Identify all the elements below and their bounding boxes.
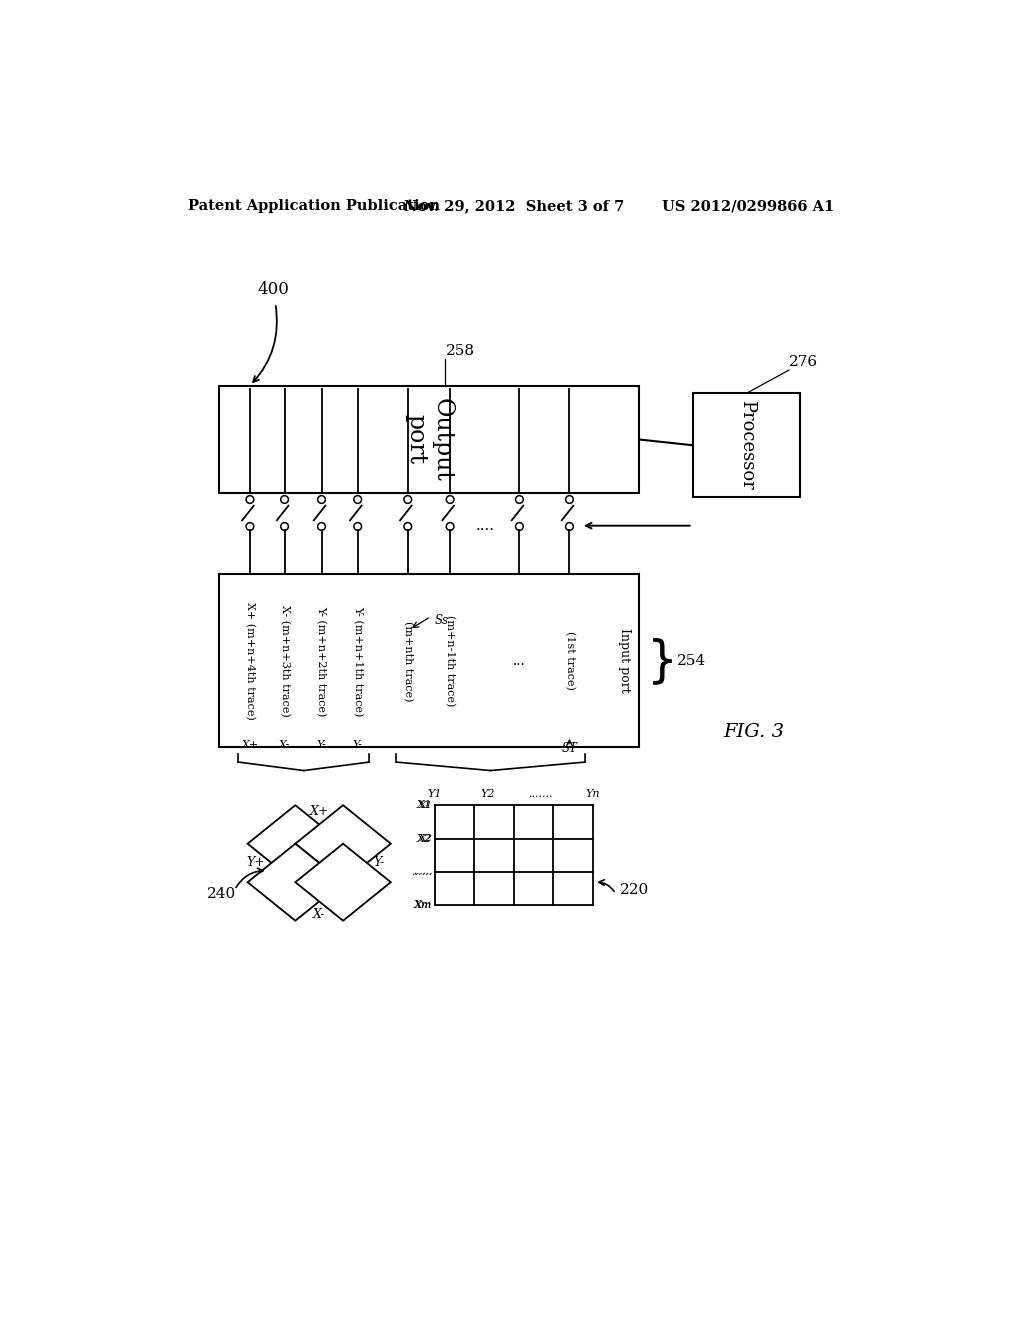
Text: 258: 258 — [446, 345, 475, 358]
Text: FIG. 3: FIG. 3 — [724, 723, 784, 741]
Text: Output
port: Output port — [404, 397, 454, 482]
Text: X-: X- — [313, 908, 326, 920]
Text: Y-: Y- — [373, 857, 384, 870]
Text: 254: 254 — [677, 653, 707, 668]
Text: X+: X+ — [309, 805, 329, 818]
Text: Input port: Input port — [618, 628, 632, 693]
Text: X1: X1 — [419, 801, 432, 809]
Bar — [219, 574, 639, 747]
Text: 220: 220 — [620, 883, 649, 896]
Text: US 2012/0299866 A1: US 2012/0299866 A1 — [662, 199, 835, 213]
Text: ......: ...... — [411, 867, 432, 876]
Text: Patent Application Publication: Patent Application Publication — [188, 199, 440, 213]
Text: X-: X- — [279, 739, 290, 750]
Text: Xm: Xm — [415, 900, 432, 909]
Text: (m+n-1th trace): (m+n-1th trace) — [445, 615, 456, 706]
Text: Processor: Processor — [737, 400, 756, 490]
Text: Y- (m+n+2th trace): Y- (m+n+2th trace) — [316, 606, 327, 715]
Text: .......: ....... — [527, 789, 552, 799]
Text: Y-: Y- — [353, 739, 362, 750]
Text: Xm: Xm — [414, 900, 432, 911]
Text: Y- (m+n+1th trace): Y- (m+n+1th trace) — [352, 606, 362, 715]
Text: Y2: Y2 — [480, 789, 495, 799]
Text: (m+nth trace): (m+nth trace) — [402, 620, 413, 701]
Text: Ss: Ss — [435, 614, 449, 627]
Polygon shape — [295, 805, 391, 882]
Text: ...: ... — [513, 653, 525, 668]
Text: Nov. 29, 2012  Sheet 3 of 7: Nov. 29, 2012 Sheet 3 of 7 — [403, 199, 625, 213]
Text: X2: X2 — [419, 834, 432, 843]
Text: X+ (m+n+4th trace): X+ (m+n+4th trace) — [245, 602, 255, 719]
Text: Yn: Yn — [586, 789, 600, 799]
Text: ......: ...... — [413, 867, 432, 876]
Text: (1st trace): (1st trace) — [564, 631, 574, 690]
Bar — [692, 393, 801, 498]
Polygon shape — [295, 843, 391, 921]
Polygon shape — [248, 805, 343, 882]
Text: X+: X+ — [242, 739, 258, 750]
Text: 240: 240 — [207, 887, 237, 900]
Polygon shape — [248, 843, 343, 921]
Text: X1: X1 — [417, 800, 432, 810]
Text: Y1: Y1 — [427, 789, 442, 799]
Text: Y+: Y+ — [247, 857, 265, 870]
Text: 276: 276 — [788, 355, 818, 370]
Text: X- (m+n+3th trace): X- (m+n+3th trace) — [280, 605, 290, 717]
Bar — [219, 385, 639, 494]
Text: Y-: Y- — [316, 739, 327, 750]
Text: ....: .... — [475, 519, 495, 533]
Text: }: } — [646, 636, 678, 685]
Text: ST: ST — [561, 742, 578, 755]
Text: X2: X2 — [417, 833, 432, 843]
Text: 400: 400 — [257, 281, 289, 298]
